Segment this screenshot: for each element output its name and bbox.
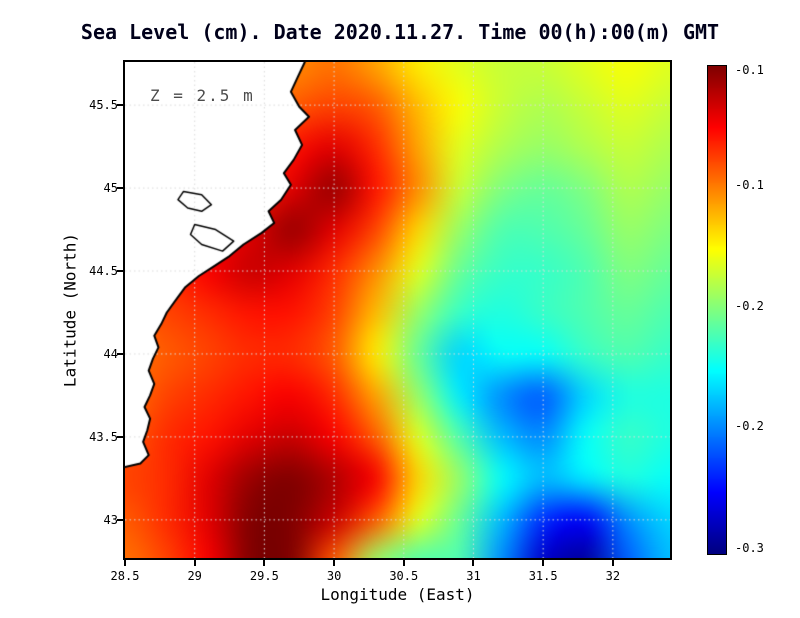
colorbar-label: -0.1: [735, 177, 764, 192]
y-tick-label: 45: [103, 181, 118, 196]
y-tick-label: 43.5: [89, 429, 118, 444]
colorbar: [707, 65, 727, 555]
colorbar-labels: -0.1 -0.1 -0.2 -0.2 -0.3: [735, 62, 790, 556]
y-tick: [117, 104, 123, 107]
x-tick: [193, 560, 196, 566]
x-tick: [263, 560, 266, 566]
colorbar-label: -0.1: [735, 62, 764, 77]
x-tick: [402, 560, 405, 566]
x-tick-label: 29: [187, 569, 202, 583]
y-axis-label: Latitude (North): [60, 232, 80, 388]
y-tick: [117, 352, 123, 355]
y-tick: [117, 435, 123, 438]
page-title: Sea Level (cm). Date 2020.11.27. Time 00…: [80, 20, 720, 44]
x-tick-label: 30: [326, 569, 342, 583]
colorbar-label: -0.2: [735, 299, 764, 314]
y-tick-label: 43: [103, 512, 118, 527]
depth-annotation: Z = 2.5 m: [150, 86, 255, 105]
x-tick-label: 30.5: [389, 569, 419, 583]
x-tick: [124, 560, 126, 566]
y-tick: [117, 270, 123, 273]
x-tick: [472, 560, 475, 566]
x-tick: [542, 560, 545, 566]
y-tick: [117, 518, 123, 521]
colorbar-label: -0.3: [735, 541, 764, 556]
x-tick-label: 31.5: [528, 569, 558, 583]
x-tick: [611, 560, 614, 566]
y-tick: [117, 187, 123, 190]
x-tick-label: 28.5: [110, 569, 140, 583]
x-tick-label: 29.5: [249, 569, 279, 583]
y-tick-label: 44.5: [89, 264, 118, 279]
colorbar-label: -0.2: [735, 419, 764, 434]
map-plot-area: [123, 60, 672, 560]
y-tick-label: 44: [103, 346, 118, 361]
x-axis-label: Longitude (East): [320, 585, 475, 604]
colorbar-gradient: [708, 66, 726, 554]
x-tick-label: 31: [466, 569, 481, 583]
sea-level-field-canvas: [125, 62, 670, 558]
y-tick-label: 45.5: [89, 98, 118, 113]
x-tick: [333, 560, 336, 566]
x-tick-label: 32: [605, 569, 621, 583]
